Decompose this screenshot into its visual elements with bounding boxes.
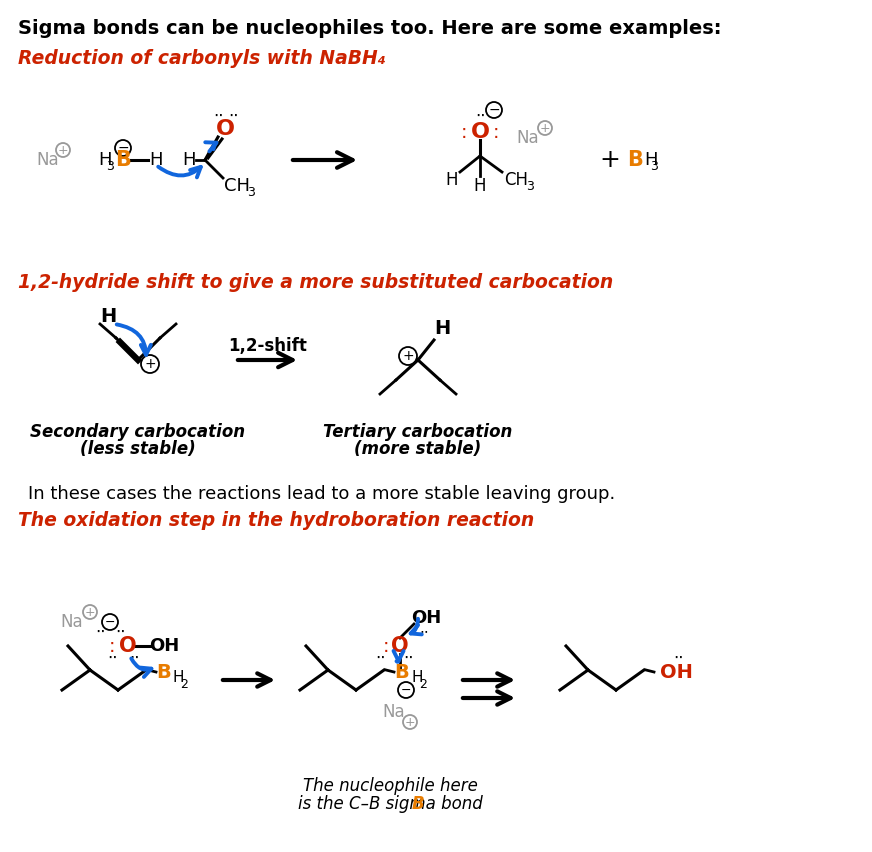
Text: ⋅⋅: ⋅⋅ (115, 623, 126, 641)
Text: (less stable): (less stable) (80, 440, 196, 458)
Text: H: H (149, 151, 163, 169)
Text: Na: Na (383, 703, 405, 721)
Text: CH: CH (224, 177, 250, 195)
Text: ⋅⋅: ⋅⋅ (95, 623, 106, 641)
Text: B: B (115, 150, 131, 170)
Text: +: + (402, 349, 414, 363)
Text: The oxidation step in the hydroboration reaction: The oxidation step in the hydroboration … (18, 510, 535, 529)
Text: Sigma bonds can be nucleophiles too. Here are some examples:: Sigma bonds can be nucleophiles too. Her… (18, 19, 721, 37)
Text: :: : (460, 123, 467, 141)
Text: Secondary carbocation: Secondary carbocation (31, 423, 246, 441)
Text: 3: 3 (526, 180, 534, 193)
Text: OH: OH (659, 663, 692, 682)
Text: 1,2-hydride shift to give a more substituted carbocation: 1,2-hydride shift to give a more substit… (18, 273, 613, 291)
Text: O: O (392, 636, 409, 656)
Text: +: + (85, 606, 95, 619)
Text: −: − (105, 615, 115, 629)
Text: B: B (157, 663, 172, 682)
Text: ⋅⋅: ⋅⋅ (106, 649, 117, 667)
Text: 3: 3 (247, 186, 255, 199)
Text: OH: OH (411, 609, 441, 627)
Text: 3: 3 (106, 159, 114, 172)
Text: H: H (434, 319, 450, 337)
Text: H: H (412, 671, 423, 686)
Text: OH: OH (149, 637, 179, 655)
Text: H: H (99, 151, 112, 169)
Text: H: H (100, 307, 116, 325)
Text: ⋅⋅: ⋅⋅ (673, 649, 684, 667)
Text: 1,2-shift: 1,2-shift (228, 337, 308, 355)
Text: ⋅⋅: ⋅⋅ (403, 649, 413, 667)
Text: −: − (401, 683, 412, 696)
Text: Tertiary carbocation: Tertiary carbocation (324, 423, 513, 441)
Text: +: + (405, 716, 415, 728)
Text: +: + (600, 148, 621, 172)
Text: ⋅⋅: ⋅⋅ (419, 625, 429, 640)
Text: :: : (493, 123, 500, 141)
Text: 3: 3 (650, 159, 658, 172)
Text: The nucleophile here: The nucleophile here (303, 777, 478, 795)
Text: B: B (627, 150, 643, 170)
Text: Na: Na (517, 129, 539, 147)
Text: ⋅⋅: ⋅⋅ (474, 107, 485, 125)
Text: Na: Na (37, 151, 59, 169)
Text: O: O (471, 122, 489, 142)
Text: ⋅⋅: ⋅⋅ (375, 649, 385, 667)
Text: In these cases the reactions lead to a more stable leaving group.: In these cases the reactions lead to a m… (28, 485, 616, 503)
Text: ⋅⋅: ⋅⋅ (228, 107, 238, 125)
Text: B: B (412, 795, 425, 813)
Text: 2: 2 (419, 677, 427, 690)
Text: H: H (644, 151, 657, 169)
Text: +: + (540, 122, 550, 135)
Text: Na: Na (61, 613, 84, 631)
Text: :: : (109, 636, 115, 655)
Text: O: O (119, 636, 137, 656)
Text: Reduction of carbonyls with NaBH₄: Reduction of carbonyls with NaBH₄ (18, 49, 386, 67)
Text: 2: 2 (180, 677, 188, 690)
Text: −: − (117, 141, 129, 155)
Text: H: H (182, 151, 195, 169)
Text: H: H (446, 171, 459, 189)
Text: H: H (173, 671, 184, 686)
Text: ⋅⋅: ⋅⋅ (129, 649, 140, 667)
Text: ⋅⋅: ⋅⋅ (213, 107, 223, 125)
Text: CH: CH (504, 171, 528, 189)
Text: :: : (383, 636, 389, 655)
Text: is the C–B sigma bond: is the C–B sigma bond (297, 795, 482, 813)
Text: H: H (473, 177, 487, 195)
Text: (more stable): (more stable) (354, 440, 481, 458)
Text: +: + (58, 143, 68, 157)
Text: +: + (144, 357, 156, 371)
Text: O: O (215, 119, 235, 139)
Text: B: B (395, 663, 409, 682)
Text: −: − (488, 103, 500, 117)
